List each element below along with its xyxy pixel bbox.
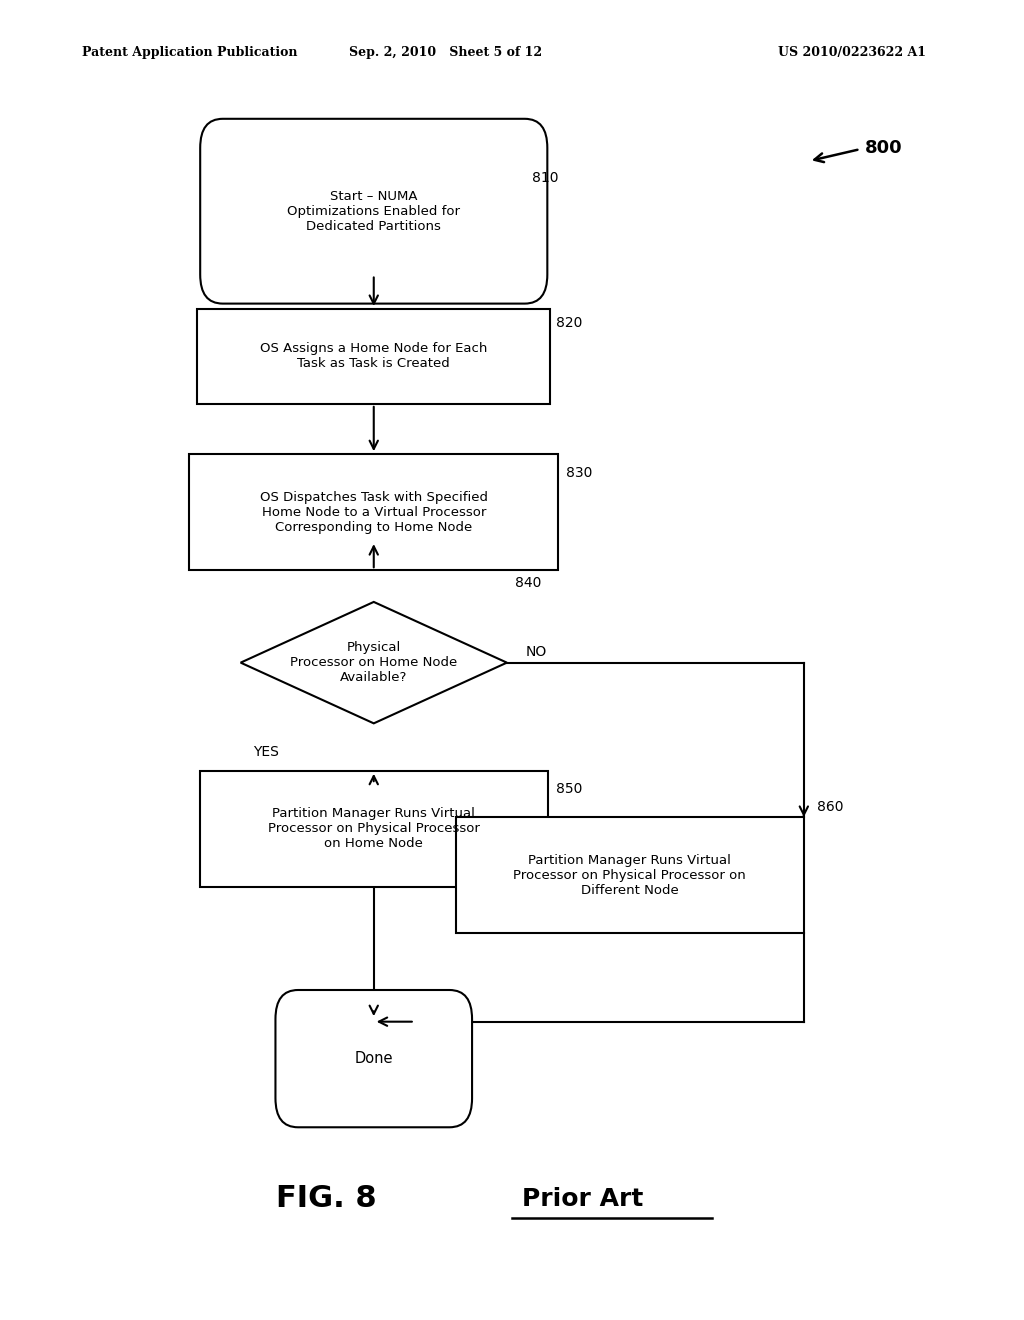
FancyBboxPatch shape [275, 990, 472, 1127]
FancyBboxPatch shape [189, 454, 558, 570]
Text: Done: Done [354, 1051, 393, 1067]
Text: 820: 820 [556, 317, 583, 330]
FancyBboxPatch shape [200, 771, 548, 887]
Text: 830: 830 [566, 466, 593, 479]
Text: Start – NUMA
Optimizations Enabled for
Dedicated Partitions: Start – NUMA Optimizations Enabled for D… [288, 190, 460, 232]
Text: OS Dispatches Task with Specified
Home Node to a Virtual Processor
Corresponding: OS Dispatches Task with Specified Home N… [260, 491, 487, 533]
Text: 850: 850 [556, 783, 583, 796]
Polygon shape [241, 602, 507, 723]
Text: 810: 810 [532, 172, 559, 185]
Text: Partition Manager Runs Virtual
Processor on Physical Processor
on Home Node: Partition Manager Runs Virtual Processor… [268, 808, 479, 850]
FancyBboxPatch shape [456, 817, 804, 933]
Text: 840: 840 [515, 577, 542, 590]
Text: YES: YES [253, 746, 279, 759]
Text: Physical
Processor on Home Node
Available?: Physical Processor on Home Node Availabl… [290, 642, 458, 684]
FancyBboxPatch shape [201, 119, 547, 304]
Text: NO: NO [525, 645, 547, 659]
Text: Partition Manager Runs Virtual
Processor on Physical Processor on
Different Node: Partition Manager Runs Virtual Processor… [513, 854, 746, 896]
Text: OS Assigns a Home Node for Each
Task as Task is Created: OS Assigns a Home Node for Each Task as … [260, 342, 487, 371]
FancyBboxPatch shape [197, 309, 551, 404]
Text: FIG. 8: FIG. 8 [276, 1184, 377, 1213]
Text: Patent Application Publication: Patent Application Publication [82, 46, 297, 59]
Text: Sep. 2, 2010   Sheet 5 of 12: Sep. 2, 2010 Sheet 5 of 12 [349, 46, 542, 59]
Text: 860: 860 [817, 800, 844, 813]
Text: US 2010/0223622 A1: US 2010/0223622 A1 [778, 46, 927, 59]
Text: 800: 800 [865, 139, 903, 157]
Text: Prior Art: Prior Art [522, 1187, 644, 1210]
